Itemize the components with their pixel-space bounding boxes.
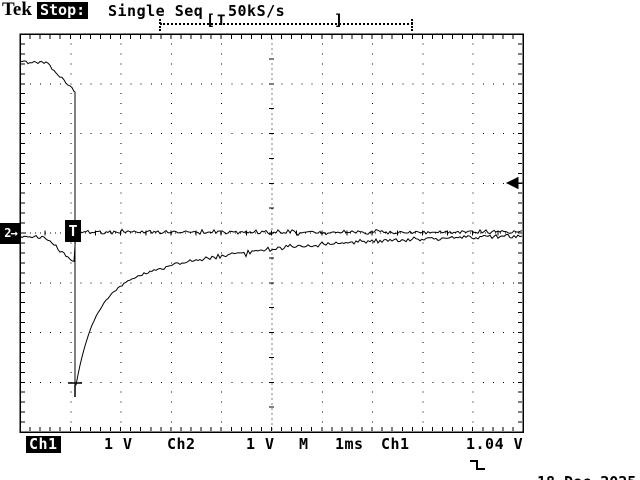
record-trigger-position-marker: T [217,13,226,29]
trigger-level-readout: 1.04 V [466,435,524,453]
ch1-trace [19,60,523,386]
trigger-level-arrow-icon [505,176,523,190]
record-view-bar-right-end [411,19,413,31]
trigger-source-readout: Ch1 [381,435,410,453]
tek-logo: Tek [2,0,32,20]
sample-rate-label: 50kS/s [228,2,286,20]
record-view-bar-left-end [159,19,161,31]
ch1-readout-badge: Ch1 [26,436,61,453]
graticule-grid-dots [25,38,521,430]
ch2-readout-label: Ch2 [167,435,196,453]
date-label: 18 Dec 2025 [537,474,636,480]
timebase-readout-label: M [299,435,309,453]
ch1-scale-readout: 1 V [104,435,133,453]
timebase-readout: 1ms [335,435,364,453]
window-left-bracket: [ [206,11,216,29]
acquisition-mode-label: Single Seq [108,2,204,20]
ch2-trace [19,228,523,263]
record-view-bar [160,23,413,25]
trigger-point-marker: T [65,220,81,242]
acquisition-status-badge: Stop: [37,2,89,19]
trigger-time-cross-marker [68,382,82,397]
window-right-bracket: ] [334,11,344,29]
ch2-scale-readout: 1 V [246,435,275,453]
graticule-ticks [21,35,522,431]
datetime-display: 18 Dec 2025 17:33:08 [537,442,636,480]
ch2-position-marker: 2→ [0,223,21,244]
falling-edge-icon [430,438,486,480]
